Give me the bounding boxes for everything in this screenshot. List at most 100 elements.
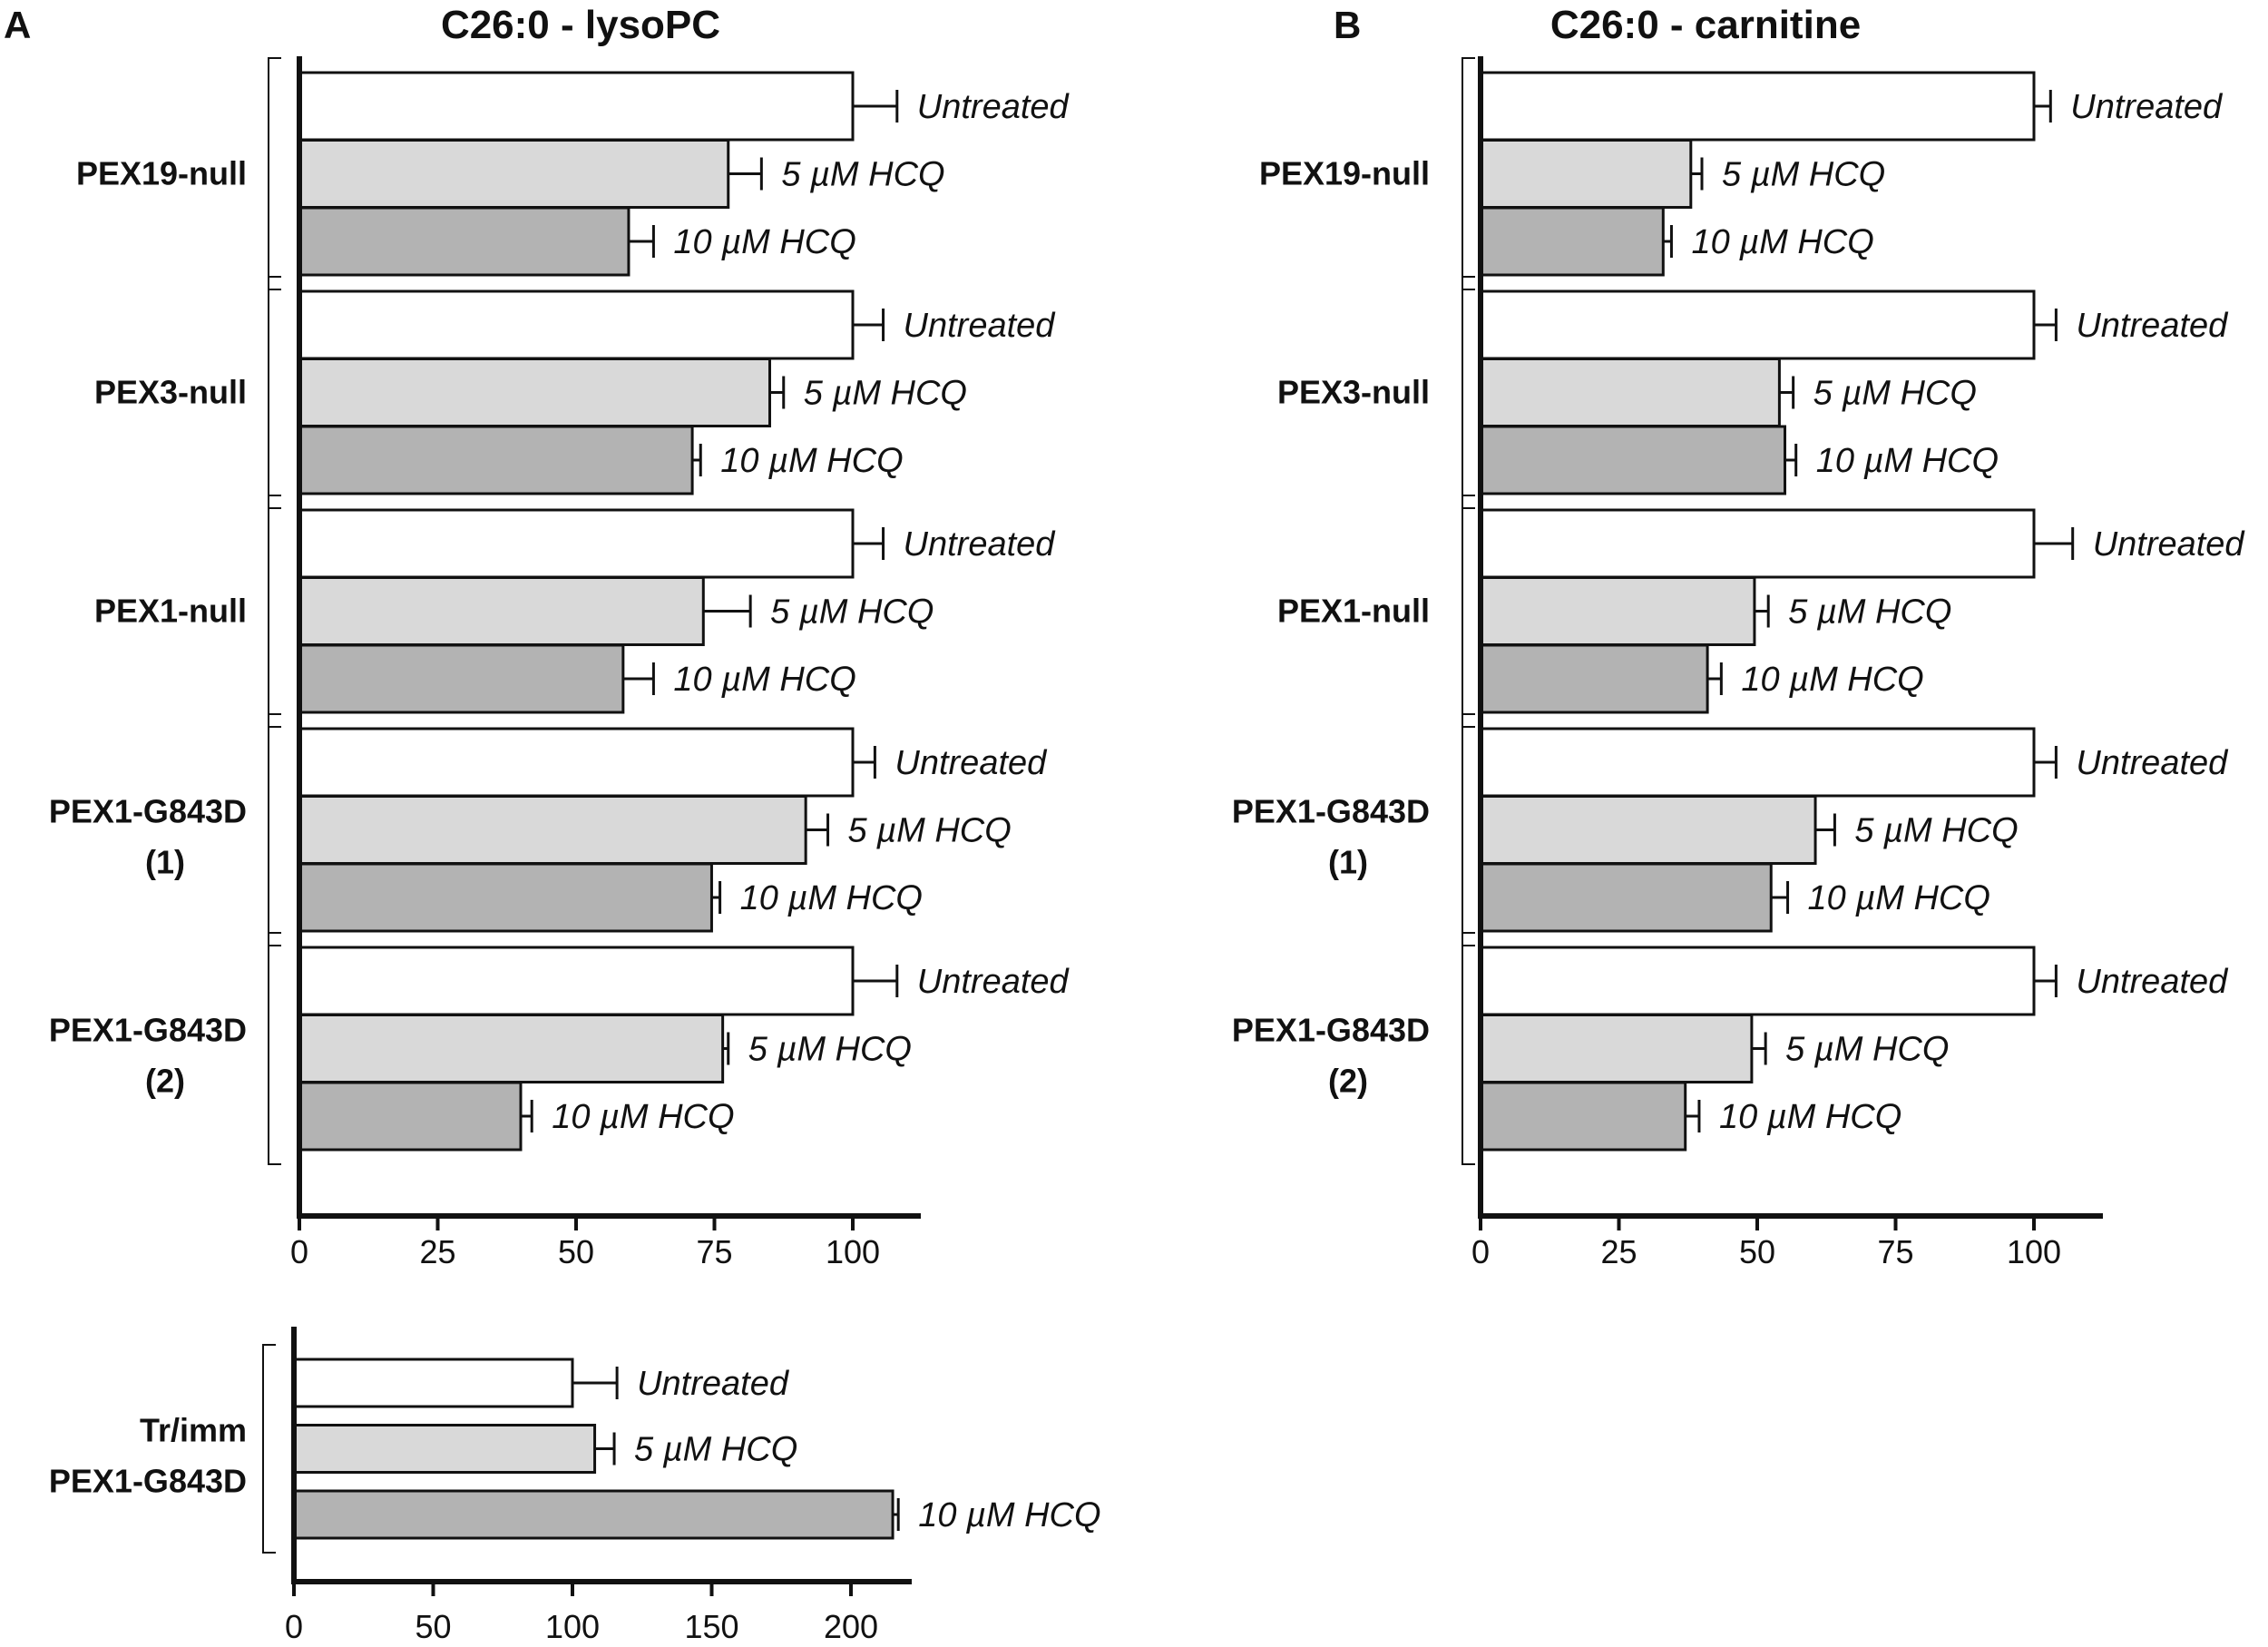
bar [1479,358,1781,427]
bar-label: 10 µM HCQ [1808,879,1990,917]
group-bracket [1461,932,1475,1165]
group-label: PEX1-G843D [49,793,247,830]
group-label: PEX1-G843D [1232,1012,1430,1049]
bar [298,139,730,209]
group-label-line2: (2) [145,1063,185,1100]
bar [1479,139,1693,209]
bar-label: 10 µM HCQ [720,442,903,480]
group-label-line2: (2) [1328,1063,1368,1100]
bar-label: Untreated [917,88,1070,126]
group-label-line2: (1) [1328,844,1368,881]
group-bracket [268,57,281,290]
x-tick-label: 50 [1739,1233,1775,1270]
bar-label: Untreated [2076,744,2229,782]
bar [292,1424,597,1474]
bar-label: 10 µM HCQ [1816,442,1999,480]
x-tick-label: 100 [2007,1233,2061,1270]
bar-label: Untreated [2076,963,2229,1001]
x-tick-label: 50 [415,1608,451,1645]
bar [1479,576,1756,646]
bar [1479,795,1817,865]
bar [1479,206,1665,277]
group-bracket [1461,495,1475,728]
bar-label: 5 µM HCQ [1854,812,2018,850]
bar-label: 10 µM HCQ [740,879,923,917]
bar-label: 5 µM HCQ [1788,593,1951,632]
bar [298,862,713,933]
bar [298,508,855,579]
bar-label: Untreated [904,307,1057,345]
group-bracket [268,495,281,728]
x-tick-label: 150 [684,1608,738,1645]
bar [298,643,625,714]
bar [298,358,771,427]
x-tick-label: 75 [1877,1233,1913,1270]
group-label: PEX1-null [1277,593,1430,630]
bar-label: 10 µM HCQ [673,223,855,261]
bar [1479,862,1773,933]
bar-label: 10 µM HCQ [1741,661,1923,699]
x-tick-label: 50 [558,1233,594,1270]
group-bracket [268,276,281,509]
bar-label: 5 µM HCQ [748,1031,912,1069]
group-bracket [1461,276,1475,509]
group-bracket [262,1344,276,1554]
bar [1479,727,2036,798]
bar [298,206,631,277]
bar [292,1358,574,1408]
bar-label: 10 µM HCQ [1719,1098,1901,1136]
group-label: PEX3-null [1277,374,1430,411]
panel-letter-b: B [1334,4,1361,46]
bar-label: Untreated [2070,88,2224,126]
bar [1479,71,2036,142]
bar-label: 10 µM HCQ [673,661,855,699]
group-label: PEX1-G843D [49,1012,247,1049]
group-bracket [268,932,281,1165]
bar [292,1489,894,1540]
bar [1479,946,2036,1016]
group-label: PEX1-null [94,593,247,630]
group-label: PEX1-G843D [1232,793,1430,830]
group-label-line2: PEX1-G843D [49,1463,247,1500]
group-label-line2: (1) [145,844,185,881]
bar [1479,508,2036,579]
bar [298,727,855,798]
group-bracket [1461,713,1475,946]
x-tick-label: 0 [285,1608,303,1645]
bar [298,1014,725,1083]
bar [1479,643,1709,714]
bar-label: 5 µM HCQ [804,375,967,413]
group-label: PEX19-null [1259,155,1430,192]
bar-label: 5 µM HCQ [1813,375,1977,413]
group-label: Tr/imm [140,1412,247,1449]
panel-letter-a: A [4,4,31,46]
bar [1479,289,2036,360]
bar [298,1081,523,1152]
bar-label: Untreated [904,525,1057,564]
bar [298,425,694,495]
bar-label: 5 µM HCQ [1785,1031,1949,1069]
panel-b-title: C26:0 - carnitine [1550,3,1861,47]
bar-label: 5 µM HCQ [1722,156,1885,194]
bar [298,289,855,360]
bar [298,795,807,865]
bar-label: 5 µM HCQ [781,156,944,194]
bar-label: 5 µM HCQ [848,812,1012,850]
x-tick-label: 0 [1471,1233,1490,1270]
bar-label: 5 µM HCQ [634,1431,797,1469]
x-tick-label: 0 [290,1233,308,1270]
x-tick-label: 100 [826,1233,880,1270]
group-bracket [1461,57,1475,290]
chart-panel-a-inset: Tr/imm PEX1-G843D Untreated 5 µM HCQ 10 µM H… [49,1327,1101,1645]
group-label: PEX3-null [94,374,247,411]
bar-label: Untreated [917,963,1070,1001]
bar [298,71,855,142]
bar-label: 10 µM HCQ [1691,223,1873,261]
bar [1479,1081,1687,1152]
bar-label: Untreated [894,744,1048,782]
x-tick-label: 25 [419,1233,455,1270]
group-label: PEX19-null [76,155,247,192]
bar-label: 10 µM HCQ [552,1098,734,1136]
